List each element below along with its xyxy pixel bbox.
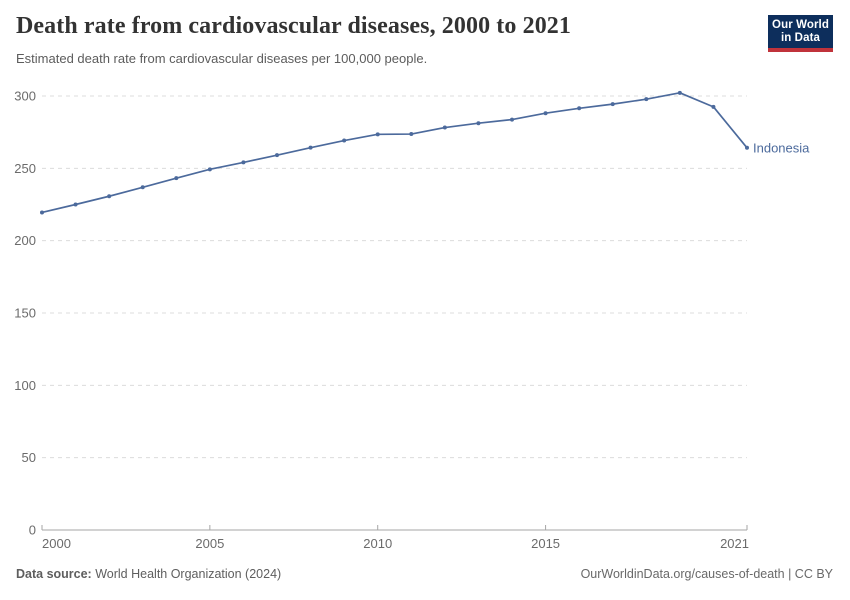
y-tick-label-0: 0 — [29, 523, 36, 538]
y-tick-label-50: 50 — [22, 450, 36, 465]
data-source: Data source: World Health Organization (… — [16, 567, 281, 581]
chart-footer: Data source: World Health Organization (… — [16, 567, 833, 581]
data-point-indonesia-2003[interactable] — [140, 185, 145, 190]
owid-logo-line1: Our World — [772, 19, 829, 31]
data-point-indonesia-2007[interactable] — [275, 153, 279, 158]
data-source-value: World Health Organization (2024) — [95, 567, 282, 581]
data-point-indonesia-2015[interactable] — [543, 111, 548, 116]
data-point-indonesia-2002[interactable] — [107, 194, 112, 199]
data-point-indonesia-2021[interactable] — [745, 145, 749, 150]
y-tick-label-250: 250 — [14, 161, 36, 176]
data-point-indonesia-2019[interactable] — [677, 90, 682, 95]
x-tick-label-2015: 2015 — [531, 536, 560, 551]
chart-subtitle: Estimated death rate from cardiovascular… — [16, 51, 428, 66]
data-point-indonesia-2001[interactable] — [73, 202, 78, 207]
chart-title: Death rate from cardiovascular diseases,… — [16, 13, 572, 39]
x-tick-label-2021: 2021 — [720, 536, 749, 551]
x-tick-label-2000: 2000 — [42, 536, 71, 551]
data-point-indonesia-2013[interactable] — [476, 121, 481, 126]
data-point-indonesia-2020[interactable] — [711, 104, 716, 109]
data-point-indonesia-2014[interactable] — [510, 117, 514, 122]
data-point-indonesia-2016[interactable] — [577, 106, 582, 111]
footer-credit-link[interactable]: OurWorldinData.org/causes-of-death | CC … — [580, 567, 833, 581]
y-tick-label-100: 100 — [14, 378, 36, 393]
data-point-indonesia-2010[interactable] — [375, 132, 380, 137]
owid-logo[interactable]: Our World in Data — [768, 15, 833, 52]
data-point-indonesia-2012[interactable] — [442, 125, 447, 130]
data-point-indonesia-2006[interactable] — [241, 160, 246, 165]
x-tick-label-2010: 2010 — [363, 536, 392, 551]
y-tick-label-150: 150 — [14, 306, 36, 321]
y-tick-label-300: 300 — [14, 89, 36, 104]
data-point-indonesia-2000[interactable] — [40, 210, 44, 215]
data-point-indonesia-2017[interactable] — [610, 102, 615, 107]
data-point-indonesia-2005[interactable] — [207, 167, 212, 172]
data-point-indonesia-2018[interactable] — [644, 97, 649, 102]
x-tick-label-2005: 2005 — [195, 536, 224, 551]
data-line-indonesia[interactable] — [41, 91, 748, 214]
data-point-indonesia-2009[interactable] — [342, 138, 347, 143]
data-point-indonesia-2011[interactable] — [409, 132, 414, 137]
y-tick-label-200: 200 — [14, 233, 36, 248]
data-source-label: Data source: — [16, 567, 92, 581]
data-point-indonesia-2004[interactable] — [174, 176, 179, 181]
data-point-indonesia-2008[interactable] — [308, 145, 313, 150]
series-label-indonesia[interactable]: Indonesia — [753, 140, 810, 155]
owid-logo-line2: in Data — [780, 32, 821, 44]
